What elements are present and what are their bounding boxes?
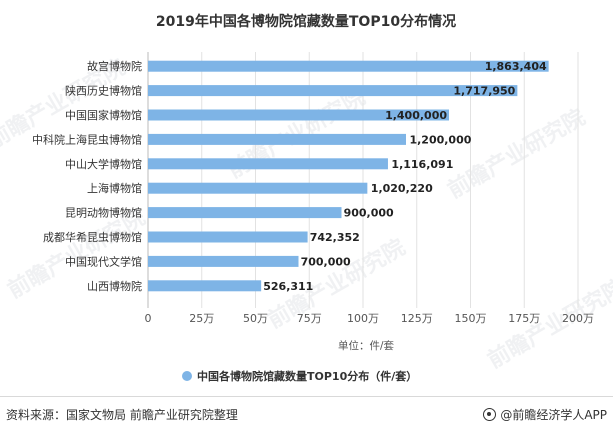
bar xyxy=(148,60,549,72)
bar xyxy=(148,182,368,194)
bar xyxy=(148,280,262,292)
watermark-text: 前瞻产业研究院 xyxy=(443,104,589,204)
value-label: 900,000 xyxy=(344,207,394,220)
bar xyxy=(148,255,299,267)
x-tick-label: 0 xyxy=(145,312,152,325)
x-tick-label: 100万 xyxy=(347,312,379,325)
source-note: 资料来源：国家文物局 前瞻产业研究院整理 xyxy=(6,408,238,422)
bar xyxy=(148,231,308,243)
category-label: 中国现代文学馆 xyxy=(65,254,142,268)
value-label: 1,020,220 xyxy=(371,182,433,195)
x-tick-label: 200万 xyxy=(562,312,594,325)
value-label: 742,352 xyxy=(310,231,360,244)
category-label: 山西博物院 xyxy=(87,279,142,293)
footer: 资料来源：国家文物局 前瞻产业研究院整理 @前瞻经济学人APP xyxy=(0,396,613,434)
x-tick-label: 175万 xyxy=(508,312,540,325)
x-axis-unit: 单位：件/套 xyxy=(338,339,395,352)
bar xyxy=(148,133,406,145)
category-label: 故宫博物院 xyxy=(87,59,142,73)
value-labels: 1,863,404 1,717,950 1,400,000 1,200,000 1,11… xyxy=(263,60,547,293)
value-label: 1,400,000 xyxy=(385,109,447,122)
brand-label: @前瞻经济学人APP xyxy=(500,408,607,422)
legend-marker xyxy=(182,371,192,381)
category-label: 昆明动物博物馆 xyxy=(65,206,142,220)
bar xyxy=(148,158,388,170)
category-label: 中国国家博物馆 xyxy=(65,108,142,122)
legend: 中国各博物院馆藏数量TOP10分布（件/套） xyxy=(182,369,417,383)
category-label: 陕西历史博物馆 xyxy=(65,84,142,98)
x-tick-label: 25万 xyxy=(189,312,214,325)
category-label: 上海博物馆 xyxy=(87,181,142,195)
category-labels: 故宫博物院陕西历史博物馆中国国家博物馆中科院上海昆虫博物馆中山大学博物馆上海博物… xyxy=(32,59,142,293)
value-label: 1,116,091 xyxy=(391,158,453,171)
category-label: 成都华希昆虫博物馆 xyxy=(43,230,142,244)
x-axis-ticks: 0 25万 50万 75万 100万 125万 150万 175万 200万 xyxy=(145,312,595,325)
bar xyxy=(148,207,342,219)
chart-title: 2019年中国各博物院馆藏数量TOP10分布情况 xyxy=(156,13,456,30)
category-label: 中山大学博物馆 xyxy=(65,157,142,171)
x-tick-label: 125万 xyxy=(401,312,433,325)
bar xyxy=(148,85,518,97)
bar xyxy=(148,109,449,121)
value-label: 1,200,000 xyxy=(409,133,471,146)
value-label: 1,863,404 xyxy=(485,60,547,73)
category-label: 中科院上海昆虫博物馆 xyxy=(32,132,142,146)
legend-label: 中国各博物院馆藏数量TOP10分布（件/套） xyxy=(197,369,417,383)
value-label: 526,311 xyxy=(263,280,313,293)
value-label: 700,000 xyxy=(301,255,351,268)
x-tick-label: 50万 xyxy=(243,312,268,325)
brand-logo-icon xyxy=(483,408,497,421)
x-tick-label: 150万 xyxy=(455,312,487,325)
brand-credit: @前瞻经济学人APP xyxy=(483,406,607,423)
bars xyxy=(148,60,549,292)
x-tick-label: 75万 xyxy=(297,312,322,325)
value-label: 1,717,950 xyxy=(453,85,515,98)
